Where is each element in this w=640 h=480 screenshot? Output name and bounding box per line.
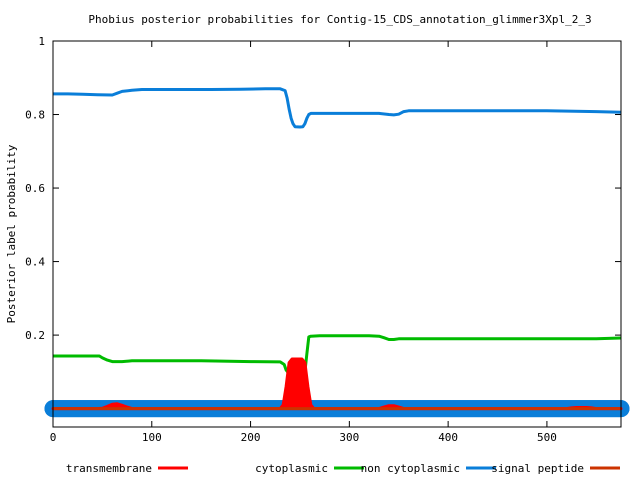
legend: transmembrane cytoplasmic non cytoplasmic s…	[66, 462, 620, 475]
legend-label: non cytoplasmic	[361, 462, 460, 475]
x-tick-label: 200	[241, 431, 261, 444]
legend-label: signal peptide	[491, 462, 584, 475]
chart-title: Phobius posterior probabilities for Cont…	[88, 13, 591, 26]
series-line-signal-peptide	[53, 87, 622, 129]
y-tick-label: 1	[38, 35, 45, 48]
series-group	[44, 87, 630, 418]
x-tick-label: 500	[537, 431, 557, 444]
y-tick-label: 0.2	[25, 329, 45, 342]
axis-ticks: 0.2 0.4 0.6 0.8 1 0 100 200 300 400 500	[25, 35, 621, 444]
plot-frame	[52, 40, 622, 428]
series-line-cytoplasmic	[53, 334, 622, 375]
y-tick-label: 0.8	[25, 109, 45, 122]
y-axis-label: Posterior label probability	[5, 144, 18, 323]
y-tick-label: 0.4	[25, 256, 45, 269]
y-tick-label: 0.6	[25, 182, 45, 195]
legend-label: cytoplasmic	[255, 462, 328, 475]
legend-label: transmembrane	[66, 462, 152, 475]
x-tick-label: 0	[50, 431, 57, 444]
x-tick-label: 100	[142, 431, 162, 444]
x-tick-label: 300	[339, 431, 359, 444]
x-tick-label: 400	[438, 431, 458, 444]
